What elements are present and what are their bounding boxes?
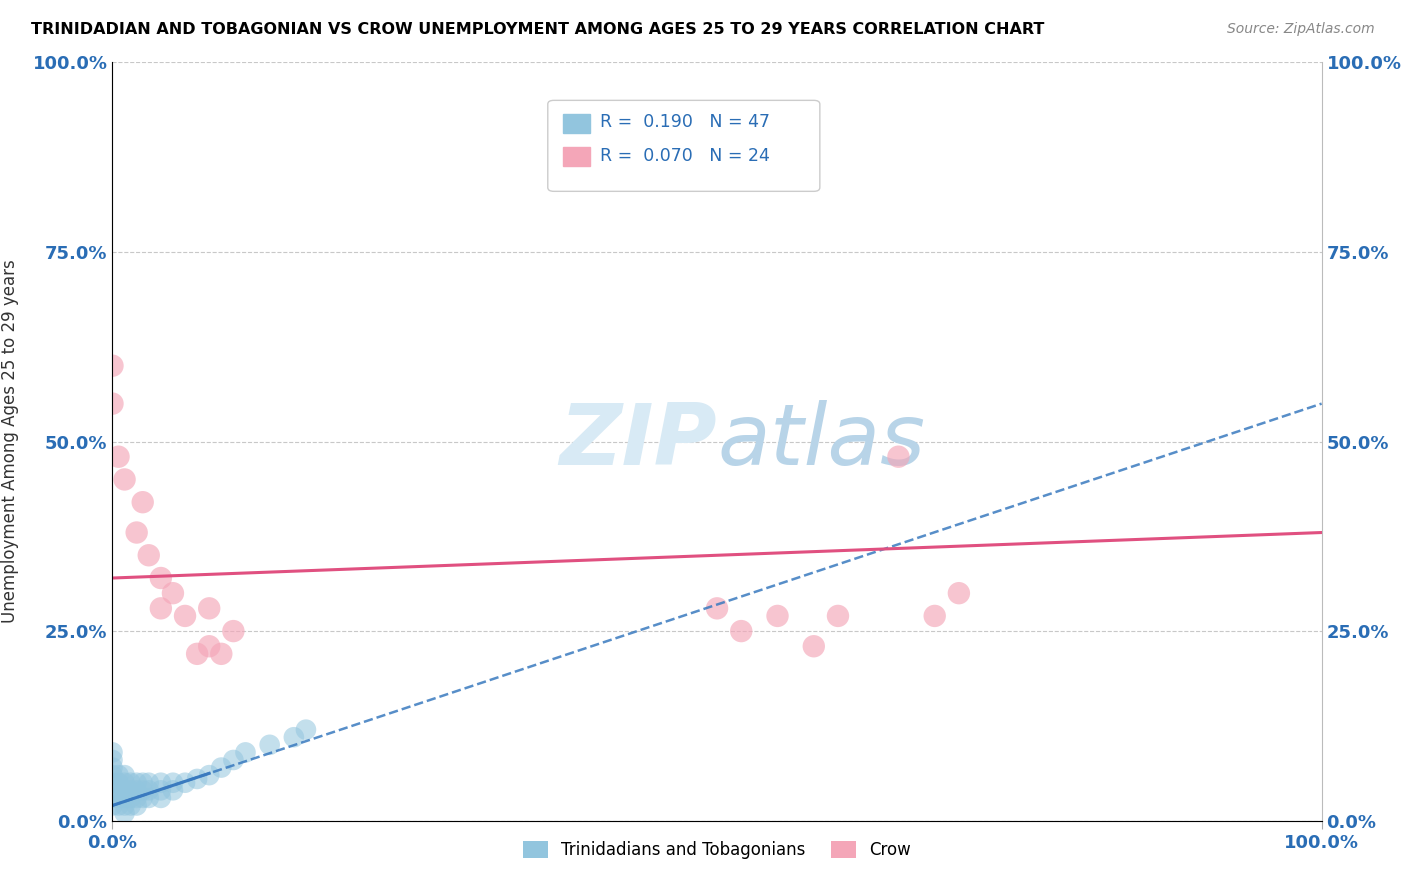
Point: [149, 783, 172, 797]
Point: [138, 783, 160, 797]
Text: ZIP: ZIP: [560, 400, 717, 483]
Point: [730, 624, 752, 639]
Text: Source: ZipAtlas.com: Source: ZipAtlas.com: [1227, 22, 1375, 37]
Point: [107, 798, 129, 813]
Point: [162, 776, 184, 790]
Point: [107, 450, 129, 464]
Point: [114, 806, 136, 821]
Point: [283, 730, 305, 744]
Point: [107, 783, 129, 797]
Point: [114, 783, 136, 797]
Text: R =  0.070   N = 24: R = 0.070 N = 24: [600, 146, 769, 165]
Point: [114, 768, 136, 782]
Point: [114, 776, 136, 790]
Point: [107, 791, 129, 805]
FancyBboxPatch shape: [548, 101, 820, 191]
Point: [198, 768, 221, 782]
Point: [149, 791, 172, 805]
Point: [101, 791, 124, 805]
Y-axis label: Unemployment Among Ages 25 to 29 years: Unemployment Among Ages 25 to 29 years: [1, 260, 18, 624]
Point: [162, 586, 184, 600]
Point: [259, 738, 281, 752]
Point: [114, 473, 136, 487]
Point: [125, 791, 148, 805]
Bar: [564, 114, 591, 133]
Point: [174, 608, 197, 623]
Point: [162, 783, 184, 797]
Point: [132, 791, 155, 805]
Point: [186, 772, 208, 786]
Legend: Trinidadians and Tobagonians, Crow: Trinidadians and Tobagonians, Crow: [516, 834, 918, 865]
Point: [125, 798, 148, 813]
Point: [101, 746, 124, 760]
Point: [132, 495, 155, 509]
Point: [107, 776, 129, 790]
Point: [948, 586, 970, 600]
Point: [235, 746, 257, 760]
Point: [114, 798, 136, 813]
Point: [222, 624, 245, 639]
Point: [174, 776, 197, 790]
Point: [149, 571, 172, 585]
Point: [887, 450, 910, 464]
Point: [107, 768, 129, 782]
Point: [827, 608, 849, 623]
Point: [101, 798, 124, 813]
Point: [138, 548, 160, 563]
Point: [706, 601, 728, 615]
Point: [120, 783, 142, 797]
Point: [138, 791, 160, 805]
Point: [125, 783, 148, 797]
Point: [138, 776, 160, 790]
Text: atlas: atlas: [717, 400, 925, 483]
Point: [101, 776, 124, 790]
Point: [120, 798, 142, 813]
Point: [295, 723, 318, 737]
Point: [803, 639, 825, 653]
Point: [149, 601, 172, 615]
Point: [766, 608, 789, 623]
Point: [222, 753, 245, 767]
Point: [186, 647, 208, 661]
Bar: [564, 147, 591, 166]
Point: [149, 776, 172, 790]
Point: [132, 783, 155, 797]
Point: [101, 359, 124, 373]
Point: [924, 608, 946, 623]
Point: [125, 776, 148, 790]
Point: [101, 768, 124, 782]
Point: [120, 776, 142, 790]
Point: [209, 760, 232, 774]
Point: [198, 601, 221, 615]
Point: [132, 776, 155, 790]
Point: [198, 639, 221, 653]
Point: [101, 396, 124, 410]
Point: [120, 791, 142, 805]
Point: [101, 760, 124, 774]
Point: [209, 647, 232, 661]
Point: [125, 525, 148, 540]
Point: [114, 791, 136, 805]
Point: [101, 783, 124, 797]
Point: [101, 753, 124, 767]
Text: TRINIDADIAN AND TOBAGONIAN VS CROW UNEMPLOYMENT AMONG AGES 25 TO 29 YEARS CORREL: TRINIDADIAN AND TOBAGONIAN VS CROW UNEMP…: [31, 22, 1045, 37]
Text: R =  0.190   N = 47: R = 0.190 N = 47: [600, 113, 769, 131]
